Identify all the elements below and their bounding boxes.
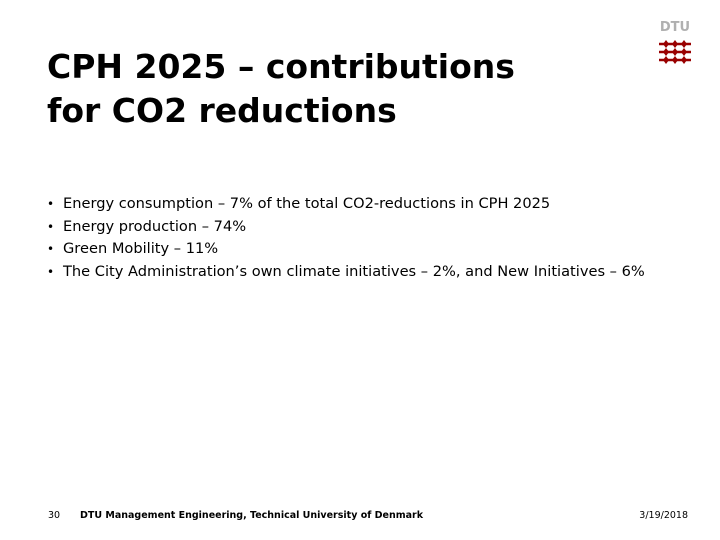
bullet-item: • The City Administration’s own climate …: [47, 261, 647, 284]
logo-wordmark: DTU: [659, 20, 691, 35]
bullet-list: • Energy consumption – 7% of the total C…: [47, 193, 647, 283]
page-number: 30: [48, 510, 61, 521]
slide-title-line-1: CPH 2025 – contributions: [47, 47, 515, 86]
bullet-dot: •: [47, 197, 55, 211]
bullet-text: Green Mobility – 11%: [63, 240, 219, 257]
bullet-dot: •: [47, 219, 55, 234]
footer-organization: DTU Management Engineering, Technical Un…: [80, 510, 424, 521]
bullet-dot: •: [47, 242, 55, 256]
bullet-text: Energy production – 74%: [63, 217, 247, 235]
slide-title: CPH 2025 – contributions for CO2 reducti…: [47, 45, 647, 133]
bullet-text: The City Administration’s own climate in…: [63, 262, 645, 280]
dtu-logo-mark: [659, 40, 691, 64]
footer-date: 3/19/2018: [639, 510, 688, 521]
dtu-logo-icon: DTU: [658, 19, 692, 67]
bullet-item: • Green Mobility – 11%: [47, 238, 647, 261]
bullet-dot: •: [47, 264, 55, 279]
bullet-item: • Energy consumption – 7% of the total C…: [47, 193, 647, 216]
bullet-item: • Energy production – 74%: [47, 216, 647, 239]
slide-title-line-2: for CO2 reductions: [47, 91, 397, 130]
bullet-text: Energy consumption – 7% of the total CO2…: [63, 195, 551, 212]
